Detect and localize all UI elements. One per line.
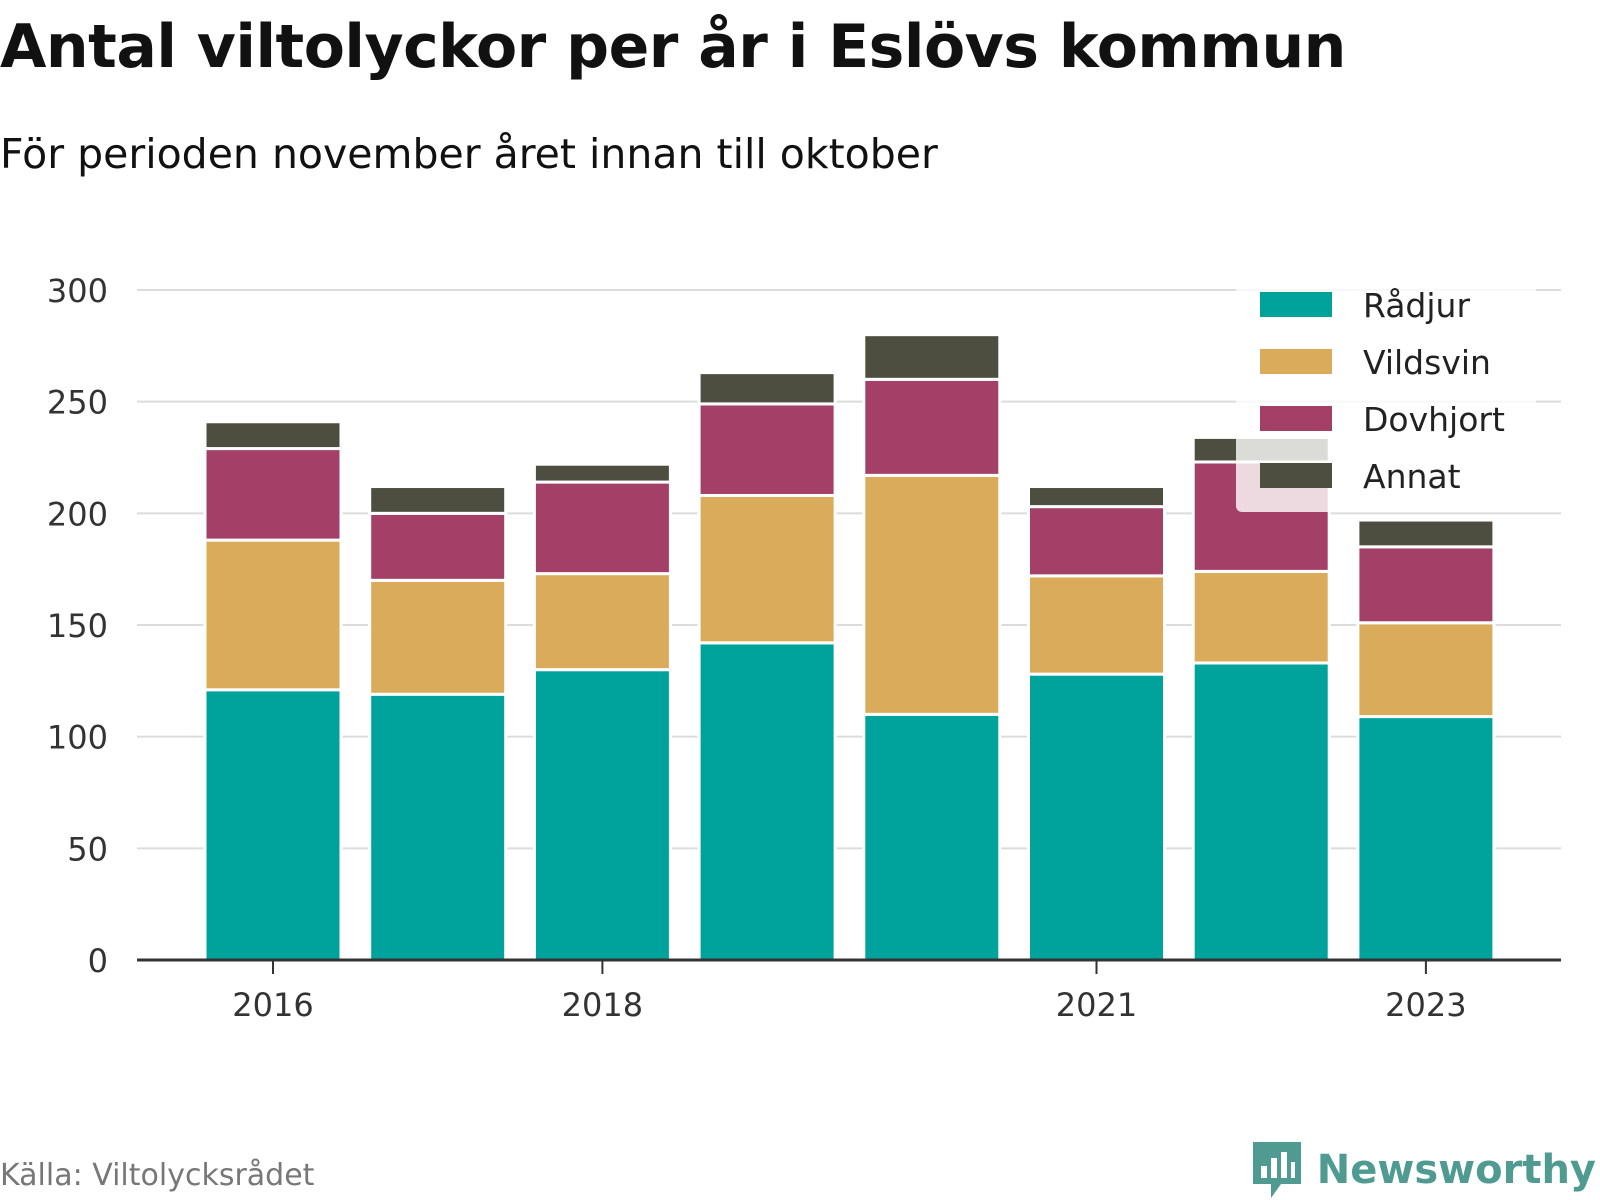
bar-segment-vildsvin-2019	[697, 493, 837, 645]
x-tick-label: 2023	[1385, 986, 1466, 1024]
stacked-bar-chart: 0 50 100 150 200 250 300 2016 2018 2021 2023 Rådj…	[47, 272, 1561, 1024]
bar-segment-annat-2018	[532, 462, 672, 484]
bar-segment-dovhjort-2020	[862, 377, 1002, 477]
bar-segment-rådjur-2018	[532, 668, 672, 962]
bar-segment-annat-2017	[368, 485, 508, 515]
bar-segment-rådjur-2020	[862, 712, 1002, 962]
bar-segment-vildsvin-2016	[203, 538, 343, 692]
bar-segment-rådjur-2021	[1027, 672, 1166, 962]
legend-label-annat: Annat	[1363, 457, 1461, 496]
y-tick-label: 150	[47, 607, 108, 645]
y-tick-label: 0	[88, 942, 108, 980]
bar-segment-vildsvin-2023	[1356, 621, 1496, 719]
axes: 2016 2018 2021 2023	[137, 958, 1561, 1024]
legend-swatch-rådjur	[1260, 292, 1332, 317]
bar-segment-rådjur-2022	[1191, 661, 1331, 962]
legend: Rådjur Vildsvin Dovhjort Annat	[1236, 284, 1536, 512]
brand-logo: Newsworthy	[1251, 1140, 1596, 1200]
bar-segment-annat-2020	[862, 333, 1002, 381]
bar-segment-vildsvin-2020	[862, 473, 1002, 716]
bar-segment-vildsvin-2018	[532, 572, 672, 672]
bar-segment-vildsvin-2021	[1027, 574, 1166, 676]
bar-segment-dovhjort-2019	[697, 402, 837, 497]
bar-segment-dovhjort-2016	[203, 447, 343, 542]
bar-segment-annat-2019	[697, 371, 837, 406]
legend-label-rådjur: Rådjur	[1363, 286, 1470, 325]
y-tick-label: 250	[47, 384, 108, 422]
x-tick-label: 2016	[232, 986, 313, 1024]
chart-title: Antal viltolyckor per år i Eslövs kommun	[0, 12, 1346, 82]
bar-segment-dovhjort-2018	[532, 480, 672, 576]
bar-segment-vildsvin-2022	[1191, 569, 1331, 665]
legend-background	[1236, 284, 1536, 512]
legend-label-dovhjort: Dovhjort	[1363, 400, 1505, 439]
brand-name: Newsworthy	[1316, 1147, 1596, 1193]
bar-segment-vildsvin-2017	[368, 578, 508, 696]
y-tick-label: 300	[47, 272, 108, 310]
bar-segment-rådjur-2019	[697, 641, 837, 962]
y-tick-label: 100	[47, 719, 108, 757]
bar-segment-rådjur-2023	[1356, 715, 1496, 962]
bar-segment-dovhjort-2023	[1356, 545, 1496, 625]
bar-segment-dovhjort-2017	[368, 511, 508, 582]
source-note: Källa: Viltolycksrådet	[0, 1158, 315, 1193]
bar-segment-annat-2016	[203, 420, 343, 451]
bar-segment-annat-2021	[1027, 485, 1166, 509]
legend-label-vildsvin: Vildsvin	[1363, 343, 1491, 382]
y-tick-label: 200	[47, 495, 108, 533]
legend-swatch-dovhjort	[1260, 406, 1332, 431]
bar-segment-rådjur-2016	[203, 688, 343, 962]
chart-subtitle: För perioden november året innan till ok…	[0, 130, 938, 178]
x-tick-label: 2021	[1056, 986, 1137, 1024]
bar-segment-rådjur-2017	[368, 692, 508, 962]
legend-swatch-vildsvin	[1260, 349, 1332, 374]
legend-swatch-annat	[1260, 463, 1332, 488]
bar-segment-dovhjort-2021	[1027, 505, 1166, 578]
y-tick-label: 50	[67, 830, 108, 868]
x-tick-label: 2018	[562, 986, 643, 1024]
bar-segment-annat-2023	[1356, 518, 1496, 549]
bar-chart-speech-bubble-icon	[1252, 1142, 1301, 1198]
